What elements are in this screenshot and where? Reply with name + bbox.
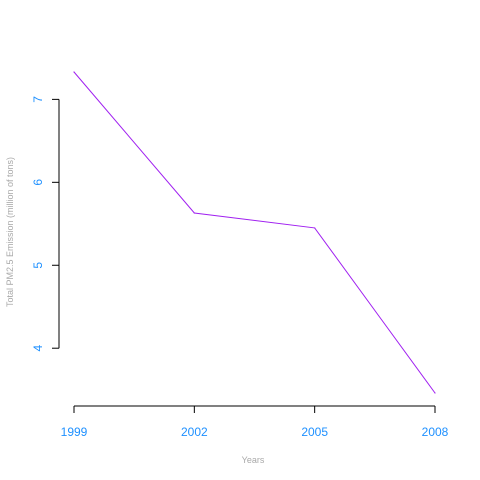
data-point	[314, 227, 316, 229]
x-axis-title: Years	[242, 455, 265, 465]
y-tick-label: 5	[31, 262, 45, 269]
x-tick-label: 1999	[61, 425, 88, 439]
x-tick-label: 2005	[301, 425, 328, 439]
y-ticks: 4 5 6 7	[31, 96, 59, 352]
x-tick-label: 2008	[422, 425, 449, 439]
x-tick-label: 2002	[181, 425, 208, 439]
series-layer	[73, 71, 436, 394]
y-tick-label: 6	[31, 179, 45, 186]
y-tick-label: 7	[31, 96, 45, 103]
x-ticks: 1999 2002 2005 2008	[61, 406, 449, 439]
series-line	[73, 71, 436, 394]
y-axis-title: Total PM2.5 Emission (million of tons)	[5, 157, 15, 307]
data-point	[193, 212, 195, 214]
data-point	[434, 392, 436, 394]
data-point	[73, 71, 75, 73]
y-tick-label: 4	[31, 345, 45, 352]
